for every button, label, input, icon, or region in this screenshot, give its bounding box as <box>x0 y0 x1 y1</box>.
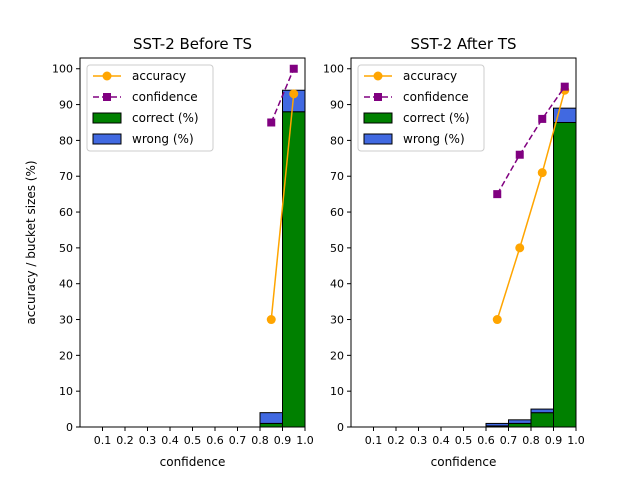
x-tick-label: 0.5 <box>184 434 202 447</box>
legend-confidence-label: confidence <box>132 90 198 104</box>
wrong-bar <box>508 419 532 424</box>
y-tick-label: 0 <box>337 421 344 434</box>
x-tick-label: 0.4 <box>432 434 450 447</box>
confidence-point <box>560 82 569 91</box>
y-axis-label: accuracy / bucket sizes (%) <box>24 160 38 324</box>
legend-wrong-swatch <box>92 133 122 145</box>
panel-after-ts: 0.1 0.2 0.3 0.4 0.5 0.6 0.7 0.8 0.9 1.0 0 10 20 30 40 5… <box>323 35 585 469</box>
legend-accuracy-label: accuracy <box>403 69 457 83</box>
wrong-bar <box>485 422 509 427</box>
x-tick-label: 0.7 <box>229 434 247 447</box>
x-tick-label: 1.0 <box>296 434 314 447</box>
y-tick-label: 80 <box>330 134 344 147</box>
x-tick-label: 0.2 <box>116 434 134 447</box>
wrong-bar <box>530 408 554 414</box>
y-tick-label: 60 <box>59 206 73 219</box>
legend-wrong-swatch <box>363 133 393 145</box>
x-axis-label: confidence <box>431 455 497 469</box>
y-tick-label: 50 <box>59 242 73 255</box>
y-tick-label: 10 <box>330 385 344 398</box>
correct-bar <box>282 111 306 428</box>
confidence-point <box>493 190 502 199</box>
x-tick-label: 0.9 <box>274 434 292 447</box>
wrong-bar <box>259 412 283 424</box>
legend-wrong-label: wrong (%) <box>403 132 465 146</box>
y-tick-label: 20 <box>330 349 344 362</box>
legend-correct-swatch <box>363 112 393 124</box>
y-tick-label: 70 <box>330 170 344 183</box>
accuracy-point <box>289 89 299 99</box>
legend-correct-label: correct (%) <box>403 111 470 125</box>
correct-bar <box>553 121 577 428</box>
correct-bar <box>530 412 554 428</box>
x-tick-label: 0.4 <box>161 434 179 447</box>
legend-confidence-marker <box>374 93 382 101</box>
legend-wrong-label: wrong (%) <box>132 132 194 146</box>
x-tick-label: 0.6 <box>477 434 495 447</box>
accuracy-point <box>515 243 525 253</box>
y-tick-label: 90 <box>59 99 73 112</box>
y-tick-label: 40 <box>330 278 344 291</box>
x-tick-label: 0.6 <box>206 434 224 447</box>
accuracy-line <box>270 93 295 320</box>
x-tick-label: 0.1 <box>365 434 383 447</box>
y-tick-label: 30 <box>59 314 73 327</box>
x-tick-label: 0.1 <box>94 434 112 447</box>
chart-title: SST-2 After TS <box>410 35 516 53</box>
y-tick-label: 100 <box>323 63 344 76</box>
x-tick-label: 0.8 <box>251 434 269 447</box>
x-tick-label: 0.3 <box>139 434 157 447</box>
y-tick-label: 60 <box>330 206 344 219</box>
y-tick-label: 100 <box>52 63 73 76</box>
y-tick-label: 30 <box>330 314 344 327</box>
x-tick-label: 0.8 <box>522 434 540 447</box>
legend-confidence-marker <box>103 93 111 101</box>
legend-correct-label: correct (%) <box>132 111 199 125</box>
x-axis-label: confidence <box>160 455 226 469</box>
y-tick-label: 20 <box>59 349 73 362</box>
x-tick-label: 0.7 <box>500 434 518 447</box>
confidence-point <box>515 150 524 159</box>
accuracy-line <box>496 90 566 320</box>
legend-accuracy-marker <box>373 71 383 81</box>
correct-bar <box>259 422 283 428</box>
y-tick-label: 50 <box>330 242 344 255</box>
confidence-line <box>496 86 566 195</box>
legend-confidence-label: confidence <box>403 90 469 104</box>
legend-box <box>357 64 485 152</box>
accuracy-point <box>537 168 547 178</box>
legend-accuracy-marker <box>102 71 112 81</box>
y-tick-label: 10 <box>59 385 73 398</box>
y-tick-label: 80 <box>59 134 73 147</box>
legend-box <box>86 64 214 152</box>
confidence-line <box>270 68 295 123</box>
x-tick-label: 0.3 <box>410 434 428 447</box>
accuracy-point <box>492 315 502 325</box>
chart-title: SST-2 Before TS <box>133 35 252 53</box>
legend-correct-swatch <box>92 112 122 124</box>
x-tick-label: 0.2 <box>387 434 405 447</box>
confidence-point <box>289 64 298 73</box>
legend-accuracy-label: accuracy <box>132 69 186 83</box>
y-tick-label: 0 <box>66 421 73 434</box>
accuracy-point <box>266 315 276 325</box>
x-tick-label: 1.0 <box>567 434 585 447</box>
correct-bar <box>508 422 532 428</box>
y-tick-label: 90 <box>330 99 344 112</box>
x-tick-label: 0.9 <box>545 434 563 447</box>
panel-before-ts: 0.1 0.2 0.3 0.4 0.5 0.6 0.7 0.8 0.9 1.0 0 10 20 30 40 5… <box>24 35 314 469</box>
x-tick-label: 0.5 <box>455 434 473 447</box>
y-tick-label: 40 <box>59 278 73 291</box>
confidence-point <box>267 118 276 127</box>
confidence-point <box>538 114 547 123</box>
y-tick-label: 70 <box>59 170 73 183</box>
